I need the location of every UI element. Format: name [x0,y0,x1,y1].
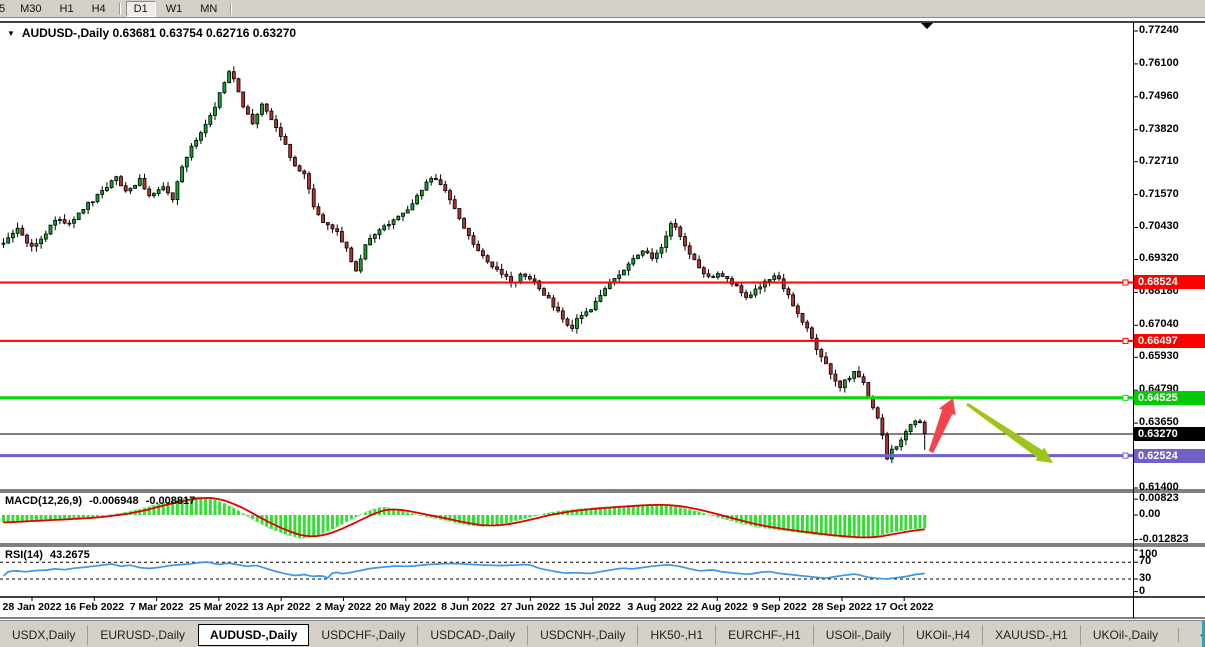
date-tick-label: 15 Jul 2022 [564,601,621,613]
date-tick-label: 9 Sep 2022 [752,601,807,613]
chart-title-symbol: AUDUSD-,Daily [21,26,110,40]
chart-tab-usdcnh-daily[interactable]: USDCNH-,Daily [527,624,637,645]
price-tick-label: 0.76100 [1139,56,1179,69]
horizontal-lines-layer [0,279,1133,459]
chart-tab-ukoil-daily[interactable]: UKOil-,Daily [1079,624,1170,645]
date-tick-label: 28 Sep 2022 [811,601,872,613]
chart-tab-usdx-daily[interactable]: USDX,Daily [12,627,76,642]
chart-tab-usdcad-daily[interactable]: USDCAD-,Daily [417,624,527,645]
rsi-tick-label: 0 [1139,584,1146,597]
chart-tab-ukoil-h4[interactable]: UKOil-,H4 [903,624,982,645]
date-tick-label: 3 Aug 2022 [627,601,683,613]
symbol-marker-icon: ▼ [7,29,15,38]
tab-scroll-controls: ◄► [1178,627,1205,642]
chart-tab-xauusd-h1[interactable]: XAUUSD-,H1 [982,624,1080,645]
price-tick-label: 0.63650 [1139,416,1179,429]
timeframe-button-m30[interactable]: M30 [20,2,42,15]
last-bar-marker-icon [921,23,933,29]
date-axis: 28 Jan 2022 16 Feb 2022 7 Mar 2022 25 Mar 2… [0,599,1133,618]
date-tick-label: 17 Oct 2022 [874,601,934,613]
date-tick-label: 8 Jun 2022 [441,601,495,613]
chart-title-low: 0.62716 [205,26,250,40]
macd-layer [2,496,927,539]
bullish-arrow-annotation[interactable] [928,398,956,453]
candles-layer [1,66,927,464]
price-line-badge: 0.62524 [1134,448,1205,463]
price-tick-label: 0.67040 [1139,318,1179,331]
date-tick-label: 7 Mar 2022 [129,601,184,613]
price-tick-label: 0.71570 [1139,187,1179,200]
price-tick-label: 0.72710 [1139,154,1179,167]
date-tick-label: 2 May 2022 [315,601,372,613]
rsi-label: RSI(14) 43.2675 [5,549,94,561]
date-tick-label: 25 Mar 2022 [189,601,249,613]
toolbar-separator [118,2,121,15]
price-axis: 0.77240 0.76100 0.74960 0.73820 0.72710 0.715… [1134,18,1205,618]
chart-title-high: 0.63754 [159,26,203,40]
chart-tab-eurchf-h1[interactable]: EURCHF-,H1 [715,624,813,645]
date-tick-label: 27 Jun 2022 [500,601,561,613]
price-tick-label: 0.70430 [1139,220,1179,233]
macd-name: MACD(12,26,9) [5,495,83,507]
date-tick-label: 16 Feb 2022 [64,601,125,613]
price-tick-label: 0.65930 [1139,350,1179,363]
chart-title-open: 0.63681 [112,26,156,40]
chart-tab-usdchf-daily[interactable]: USDCHF-,Daily [321,627,406,642]
price-line-badge: 0.66497 [1134,333,1205,348]
symbol-tabbar: USDX,Daily EURUSD-,Daily AUDUSD-,Daily USDC… [0,620,1205,647]
rsi-layer [0,561,1133,580]
chart-frame [0,21,1205,619]
price-tick-label: 0.73820 [1139,122,1179,135]
rsi-tick-label: 70 [1139,555,1152,568]
chart-plot-area[interactable] [0,0,1205,620]
chart-tab-audusd-daily[interactable]: AUDUSD-,Daily [198,623,310,646]
rsi-tick-label: 100 [1139,548,1158,560]
timeframe-toolbar: 5 M30 H1 H4 D1 W1 MN [0,0,1205,18]
date-tick-label: 20 May 2022 [375,601,437,613]
toolbar-separator [230,2,233,15]
date-tick-label: 13 Apr 2022 [251,601,311,613]
price-tick-label: 0.69320 [1139,252,1179,265]
timeframe-button-d1[interactable]: D1 [125,0,156,17]
chart-tab-eurusd-daily[interactable]: EURUSD-,Daily [87,624,197,645]
macd-tick-label: 0.00 [1139,508,1161,520]
price-line-badge: 0.64525 [1134,390,1205,405]
macd-tick-label: -0.012823 [1139,532,1189,545]
chart-title: ▼ AUDUSD-,Daily 0.63681 0.63754 0.62716 … [7,26,296,40]
chart-tab-hk50-h1[interactable]: HK50-,H1 [637,624,715,645]
price-line-badge: 0.63270 [1134,427,1205,442]
chart-tab-usoil-daily[interactable]: USOil-,Daily [812,624,903,645]
price-tick-label: 0.74960 [1139,89,1179,102]
timeframe-button-h1[interactable]: H1 [59,2,74,15]
price-tick-label: 0.61400 [1139,480,1179,493]
tab-scroll-left-icon[interactable]: ◄ [1191,628,1205,642]
window-edge-strip [1202,621,1205,647]
chart-title-close: 0.63270 [252,26,297,40]
date-tick-label: 28 Jan 2022 [2,601,62,613]
macd-main-value: -0.006948 [89,495,139,507]
timeframe-button-w1[interactable]: W1 [165,2,183,15]
rsi-name: RSI(14) [5,549,43,561]
bearish-arrow-annotation[interactable] [966,402,1053,463]
timeframe-button-h4[interactable]: H4 [91,2,106,15]
price-tick-label: 0.77240 [1139,24,1179,36]
rsi-value: 43.2675 [49,549,90,561]
macd-tick-label: 0.00823 [1139,492,1179,505]
price-line-badge: 0.68524 [1134,275,1205,290]
date-tick-label: 22 Aug 2022 [686,601,748,613]
toolbar-clipped-button[interactable]: 5 [0,2,6,15]
macd-label: MACD(12,26,9) -0.006948 -0.008817 [5,495,199,507]
rsi-tick-label: 30 [1139,572,1152,584]
macd-signal-value: -0.008817 [145,495,196,507]
timeframe-button-mn[interactable]: MN [200,2,218,15]
